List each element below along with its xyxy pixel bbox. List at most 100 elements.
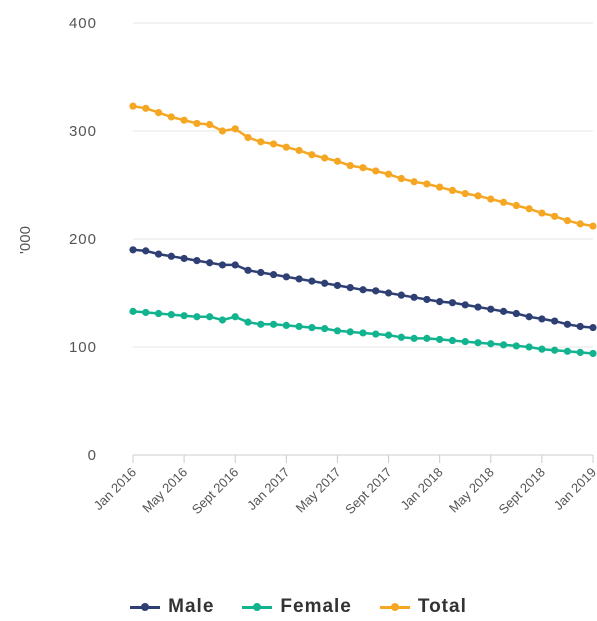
data-point[interactable]	[384, 331, 393, 339]
data-point[interactable]	[346, 328, 354, 336]
data-point[interactable]	[589, 323, 597, 332]
data-point[interactable]	[576, 322, 584, 331]
data-point[interactable]	[397, 333, 405, 341]
data-point[interactable]	[346, 284, 354, 292]
data-point[interactable]	[154, 309, 163, 318]
data-point[interactable]	[129, 102, 137, 110]
data-point[interactable]	[167, 311, 175, 319]
data-point[interactable]	[231, 125, 239, 133]
data-point[interactable]	[333, 281, 342, 290]
data-point[interactable]	[257, 138, 265, 146]
data-point[interactable]	[193, 313, 201, 321]
data-point[interactable]	[487, 340, 495, 348]
data-point[interactable]	[282, 321, 290, 329]
data-point[interactable]	[218, 316, 227, 324]
data-point[interactable]	[512, 342, 520, 350]
data-point[interactable]	[499, 307, 508, 315]
data-point[interactable]	[436, 335, 444, 344]
legend-item-total[interactable]: Total	[379, 596, 467, 618]
data-point[interactable]	[563, 320, 572, 328]
data-point[interactable]	[372, 287, 380, 295]
data-point[interactable]	[487, 195, 495, 203]
data-point[interactable]	[436, 298, 444, 306]
data-point[interactable]	[269, 320, 278, 328]
data-point[interactable]	[499, 198, 508, 206]
data-point[interactable]	[461, 190, 469, 198]
data-point[interactable]	[269, 140, 278, 148]
data-point[interactable]	[512, 201, 520, 210]
data-point[interactable]	[563, 217, 572, 225]
data-point[interactable]	[474, 303, 482, 311]
data-point[interactable]	[461, 301, 469, 309]
data-point[interactable]	[423, 334, 431, 342]
data-point[interactable]	[410, 334, 418, 342]
data-point[interactable]	[193, 257, 201, 265]
data-point[interactable]	[321, 325, 329, 333]
data-point[interactable]	[269, 271, 278, 279]
data-point[interactable]	[563, 347, 572, 355]
data-point[interactable]	[167, 252, 175, 260]
data-point[interactable]	[142, 247, 150, 255]
data-point[interactable]	[257, 268, 265, 277]
data-point[interactable]	[308, 277, 316, 285]
data-point[interactable]	[512, 309, 520, 318]
data-point[interactable]	[359, 164, 367, 172]
data-point[interactable]	[142, 308, 150, 317]
data-point[interactable]	[576, 348, 584, 356]
data-point[interactable]	[487, 305, 495, 313]
data-point[interactable]	[372, 330, 380, 338]
data-point[interactable]	[538, 345, 546, 353]
data-point[interactable]	[295, 146, 303, 155]
data-point[interactable]	[551, 346, 559, 354]
data-point[interactable]	[525, 343, 533, 351]
data-point[interactable]	[154, 250, 163, 258]
data-point[interactable]	[282, 143, 290, 151]
data-point[interactable]	[321, 279, 329, 287]
data-point[interactable]	[193, 119, 201, 128]
data-point[interactable]	[321, 154, 329, 162]
legend-item-male[interactable]: Male	[130, 596, 214, 618]
data-point[interactable]	[448, 299, 457, 307]
data-point[interactable]	[129, 246, 137, 254]
data-point[interactable]	[346, 161, 354, 170]
data-point[interactable]	[308, 151, 316, 159]
data-point[interactable]	[231, 261, 239, 269]
data-point[interactable]	[142, 104, 150, 112]
data-point[interactable]	[551, 317, 559, 325]
data-point[interactable]	[359, 286, 367, 294]
data-point[interactable]	[589, 222, 597, 230]
data-point[interactable]	[384, 289, 393, 297]
data-point[interactable]	[499, 341, 508, 349]
data-point[interactable]	[282, 273, 290, 281]
data-point[interactable]	[308, 323, 316, 332]
data-point[interactable]	[384, 170, 393, 178]
data-point[interactable]	[423, 180, 431, 188]
data-point[interactable]	[461, 338, 469, 346]
data-point[interactable]	[167, 113, 175, 121]
data-point[interactable]	[218, 261, 227, 269]
data-point[interactable]	[589, 349, 597, 358]
data-point[interactable]	[244, 266, 252, 274]
data-point[interactable]	[372, 167, 380, 175]
data-point[interactable]	[231, 313, 239, 321]
data-point[interactable]	[397, 174, 405, 183]
data-point[interactable]	[410, 178, 418, 186]
data-point[interactable]	[244, 133, 252, 142]
data-point[interactable]	[333, 157, 342, 165]
data-point[interactable]	[474, 339, 482, 347]
data-point[interactable]	[397, 291, 405, 299]
data-point[interactable]	[410, 293, 418, 301]
data-point[interactable]	[257, 320, 265, 328]
data-point[interactable]	[206, 120, 214, 129]
data-point[interactable]	[180, 116, 188, 124]
data-point[interactable]	[576, 220, 584, 228]
legend-item-female[interactable]: Female	[242, 596, 351, 618]
data-point[interactable]	[525, 205, 533, 213]
data-point[interactable]	[538, 209, 546, 217]
data-point[interactable]	[474, 192, 482, 200]
data-point[interactable]	[333, 327, 342, 335]
data-point[interactable]	[206, 313, 214, 321]
data-point[interactable]	[206, 259, 214, 267]
data-point[interactable]	[180, 254, 188, 263]
data-point[interactable]	[295, 322, 303, 331]
